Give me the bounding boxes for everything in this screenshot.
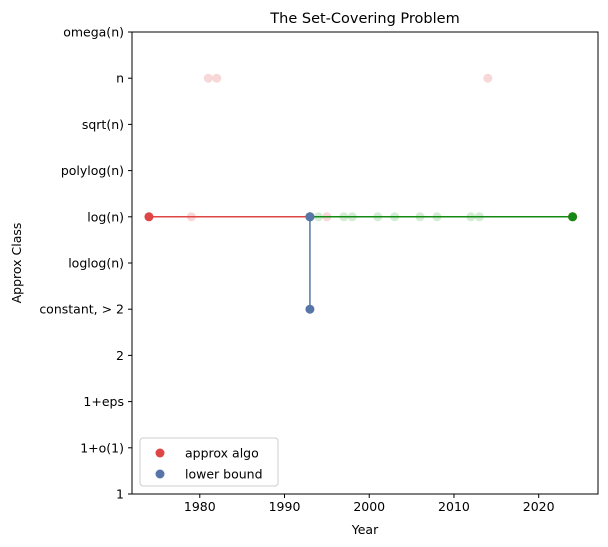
y-tick-label-log-n: log(n) — [87, 209, 124, 224]
faded-red-point — [212, 73, 222, 83]
legend-marker-approx-algo — [155, 448, 165, 458]
current-best-point — [568, 212, 578, 222]
faded-red-point — [483, 73, 493, 83]
x-tick-label-1990: 1990 — [269, 499, 301, 514]
y-tick-label-polylog-n: polylog(n) — [61, 163, 124, 178]
legend-label-lower-bound: lower bound — [185, 467, 263, 482]
legend-marker-lower-bound — [155, 469, 165, 479]
y-tick-label-n: n — [116, 71, 124, 86]
y-tick-label-1: 1 — [116, 487, 124, 502]
chart-title: The Set-Covering Problem — [269, 11, 459, 27]
x-axis-label: Year — [351, 522, 379, 537]
y-tick-label-sqrt-n: sqrt(n) — [82, 117, 124, 132]
plot-frame — [131, 31, 599, 495]
legend-label-approx-algo: approx algo — [185, 446, 259, 461]
y-tick-label-1-eps: 1+eps — [83, 394, 124, 409]
x-tick-label-1980: 1980 — [184, 499, 216, 514]
x-tick-label-2020: 2020 — [523, 499, 555, 514]
y-tick-label-2: 2 — [116, 348, 124, 363]
legend-frame — [139, 437, 279, 487]
y-tick-label-omega-n: omega(n) — [63, 25, 124, 40]
x-tick-label-2000: 2000 — [353, 499, 385, 514]
y-tick-label-1-o-1: 1+o(1) — [80, 440, 124, 455]
lower-bound-point — [305, 212, 315, 222]
y-tick-label-constant-2: constant, > 2 — [39, 302, 124, 317]
approx-algo-point — [144, 212, 154, 222]
x-tick-label-2010: 2010 — [438, 499, 470, 514]
lower-bound-point — [305, 304, 315, 314]
y-axis-label: Approx Class — [9, 223, 24, 304]
legend: approx algo lower bound — [139, 437, 279, 487]
y-tick-label-loglog-n: loglog(n) — [68, 256, 124, 271]
faded-red-point — [203, 73, 213, 83]
